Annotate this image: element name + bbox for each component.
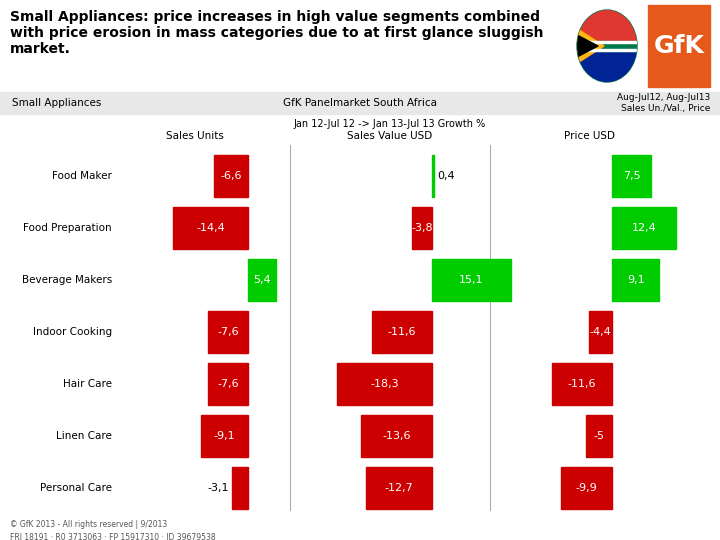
Text: 0,4: 0,4: [437, 171, 455, 181]
Wedge shape: [569, 46, 645, 84]
Text: Linen Care: Linen Care: [56, 431, 112, 441]
Bar: [209, 363, 248, 405]
Text: -9,1: -9,1: [214, 431, 235, 441]
Text: Indoor Cooking: Indoor Cooking: [33, 327, 112, 337]
Bar: [173, 207, 248, 249]
Polygon shape: [576, 35, 598, 58]
Text: -12,7: -12,7: [384, 483, 413, 493]
Text: -18,3: -18,3: [370, 379, 399, 389]
Text: Small Appliances: price increases in high value segments combined: Small Appliances: price increases in hig…: [10, 10, 540, 24]
Text: -11,6: -11,6: [387, 327, 416, 337]
Bar: [560, 467, 612, 509]
Text: Food Maker: Food Maker: [52, 171, 112, 181]
Bar: [372, 311, 432, 353]
Bar: [432, 259, 510, 301]
Text: 5,4: 5,4: [253, 275, 271, 285]
Text: -7,6: -7,6: [217, 327, 239, 337]
Bar: [589, 311, 612, 353]
Text: -13,6: -13,6: [382, 431, 411, 441]
Bar: [337, 363, 432, 405]
Bar: [366, 467, 432, 509]
Bar: [575, 40, 639, 44]
Text: -11,6: -11,6: [567, 379, 596, 389]
Bar: [552, 363, 612, 405]
Text: 12,4: 12,4: [632, 223, 657, 233]
Text: Food Preparation: Food Preparation: [23, 223, 112, 233]
Text: Beverage Makers: Beverage Makers: [22, 275, 112, 285]
Bar: [586, 415, 612, 457]
Bar: [432, 155, 434, 197]
Bar: [575, 40, 639, 51]
Bar: [413, 207, 432, 249]
Bar: [0, 92, 720, 114]
Wedge shape: [569, 8, 645, 46]
Text: Jan 12-Jul 12 -> Jan 13-Jul 13 Growth %: Jan 12-Jul 12 -> Jan 13-Jul 13 Growth %: [294, 119, 486, 129]
Bar: [0, 448, 720, 540]
Bar: [612, 207, 677, 249]
Text: 15,1: 15,1: [459, 275, 484, 285]
Text: 9,1: 9,1: [627, 275, 644, 285]
Text: with price erosion in mass categories due to at first glance sluggish: with price erosion in mass categories du…: [10, 26, 544, 40]
Text: © GfK 2013 - All rights reserved | 9/2013
FRJ 18191 · R0 3713063 · FP 15917310 ·: © GfK 2013 - All rights reserved | 9/201…: [10, 520, 215, 540]
Text: Hair Care: Hair Care: [63, 379, 112, 389]
Text: -7,6: -7,6: [217, 379, 239, 389]
Text: -4,4: -4,4: [590, 327, 611, 337]
Text: 7,5: 7,5: [623, 171, 640, 181]
Text: Personal Care: Personal Care: [40, 483, 112, 493]
Text: -9,9: -9,9: [575, 483, 597, 493]
Bar: [209, 311, 248, 353]
Bar: [612, 259, 660, 301]
Text: -6,6: -6,6: [220, 171, 242, 181]
Text: Price USD: Price USD: [564, 131, 616, 141]
Bar: [361, 415, 432, 457]
Text: -5: -5: [593, 431, 605, 441]
Bar: [201, 415, 248, 457]
Text: -3,8: -3,8: [411, 223, 433, 233]
Text: Small Appliances: Small Appliances: [12, 98, 102, 108]
Text: GfK Panelmarket South Africa: GfK Panelmarket South Africa: [283, 98, 437, 108]
Bar: [575, 49, 639, 51]
Text: Sales Units: Sales Units: [166, 131, 224, 141]
Text: -14,4: -14,4: [196, 223, 225, 233]
Ellipse shape: [577, 10, 637, 82]
Text: -3,1: -3,1: [207, 483, 229, 493]
Bar: [648, 5, 710, 87]
Text: Aug-Jul12, Aug-Jul13
Sales Un./Val., Price: Aug-Jul12, Aug-Jul13 Sales Un./Val., Pri…: [617, 92, 710, 113]
Bar: [248, 259, 276, 301]
Bar: [214, 155, 248, 197]
Bar: [612, 155, 651, 197]
Text: Sales Value USD: Sales Value USD: [347, 131, 433, 141]
Text: GfK: GfK: [654, 34, 704, 58]
Text: market.: market.: [10, 42, 71, 56]
Polygon shape: [576, 28, 604, 64]
Bar: [232, 467, 248, 509]
